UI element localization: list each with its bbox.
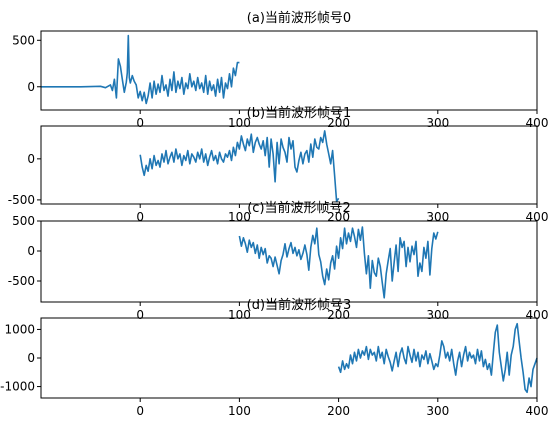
y-tick-label-2-0: -500 [8, 274, 35, 288]
axes-frame-1 [40, 125, 538, 205]
series-line-1 [139, 130, 340, 203]
subplot-title-0: (a)当前波形帧号0 [247, 10, 351, 26]
subplot-title-1: (b)当前波形帧号1 [247, 105, 352, 121]
x-tick-label-0-0: 0 [136, 116, 144, 130]
subplot-title-3: (d)当前波形帧号3 [247, 297, 352, 313]
series-line-3 [337, 322, 538, 394]
series-line-2 [238, 226, 439, 299]
axes-frame-0 [40, 30, 538, 111]
y-tick-label-1-1: 0 [27, 152, 35, 166]
x-tick-label-2-3: 300 [426, 308, 449, 322]
x-tick-label-0-3: 300 [426, 116, 449, 130]
y-tick-label-3-2: 1000 [4, 322, 35, 336]
y-tick-label-2-2: 500 [12, 214, 35, 228]
axes-frame-2 [40, 220, 538, 303]
x-tick-label-3-3: 300 [426, 404, 449, 418]
x-tick-label-1-0: 0 [136, 210, 144, 224]
y-tick-label-0-0: 0 [27, 80, 35, 94]
x-tick-label-3-1: 100 [228, 404, 251, 418]
x-tick-label-3-4: 400 [526, 404, 549, 418]
subplot-3: 0 100 200 300 400 -1000 0 1000 (d)当前波形帧号3 [0, 297, 548, 418]
subplot-title-2: (c)当前波形帧号2 [247, 200, 351, 216]
x-tick-label-1-3: 300 [426, 210, 449, 224]
y-tick-label-3-1: 0 [27, 351, 35, 365]
x-tick-label-3-0: 0 [136, 404, 144, 418]
y-tick-label-1-0: -500 [8, 193, 35, 207]
x-tick-label-2-0: 0 [136, 308, 144, 322]
y-tick-label-0-1: 500 [12, 33, 35, 47]
series-line-0 [41, 34, 240, 105]
y-tick-label-3-0: -1000 [0, 380, 35, 394]
y-tick-label-2-1: 0 [27, 244, 35, 258]
x-tick-label-3-2: 200 [327, 404, 350, 418]
